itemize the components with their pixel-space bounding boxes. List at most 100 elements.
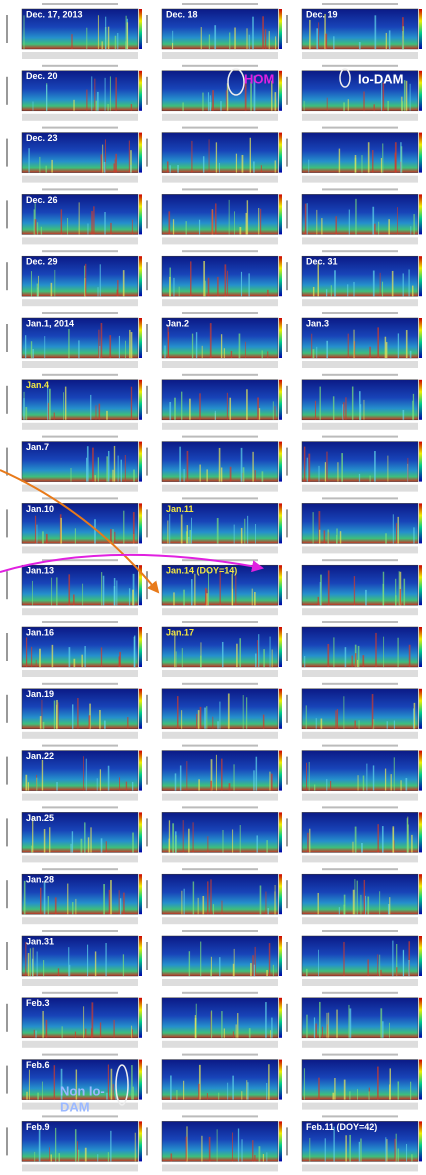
time-axis (302, 917, 418, 925)
time-axis (22, 546, 138, 554)
time-axis (162, 1164, 278, 1172)
axis-labels (146, 200, 148, 229)
time-axis (162, 793, 278, 801)
color-bar (279, 874, 282, 915)
date-label: Jan.4 (26, 380, 49, 390)
color-bar (419, 379, 422, 420)
panel-header (322, 744, 398, 747)
color-bar (279, 132, 282, 173)
spectrogram (301, 194, 419, 235)
axis-labels (6, 15, 8, 43)
axis-labels (286, 447, 288, 476)
panel-header (42, 868, 118, 871)
time-axis (302, 731, 418, 739)
panel-header (182, 64, 258, 67)
axis-labels (146, 1127, 148, 1156)
date-label: Dec. 17, 2013 (26, 9, 83, 19)
color-bar (419, 874, 422, 915)
date-label: Feb.3 (26, 998, 50, 1008)
time-axis (302, 1102, 418, 1110)
axis-labels (146, 818, 148, 847)
date-label: Dec. 31 (306, 257, 338, 267)
ellipse (115, 1064, 129, 1106)
panel-header (42, 126, 118, 129)
axis-labels (146, 756, 148, 785)
color-bar (419, 1121, 422, 1162)
axis-labels (146, 324, 148, 352)
panel-header (322, 868, 398, 871)
color-bar (419, 194, 422, 235)
spectrogram (301, 873, 419, 915)
color-bar (279, 688, 282, 729)
panel-header (322, 1053, 398, 1056)
panel-header (182, 3, 258, 5)
axis-labels (146, 1003, 148, 1032)
date-label: Feb.9 (26, 1122, 50, 1132)
time-axis (162, 484, 278, 492)
panel-header (182, 373, 258, 376)
color-bar (139, 318, 142, 358)
axis-labels (286, 880, 288, 909)
date-label: Jan.14 (DOY=14) (166, 566, 237, 576)
arrow (0, 469, 160, 594)
panel-header (322, 435, 398, 438)
time-axis (22, 979, 138, 986)
spectrogram (161, 1059, 279, 1100)
annotation: HOM (244, 71, 274, 86)
spectrogram (21, 564, 139, 606)
color-bar (279, 256, 282, 297)
panel-header (322, 806, 398, 809)
panel-header (42, 744, 118, 747)
time-axis (162, 237, 278, 245)
axis-labels (6, 324, 8, 352)
time-axis (302, 113, 418, 121)
panel-header (182, 1115, 258, 1118)
axis-labels (286, 385, 288, 414)
time-axis (302, 361, 418, 368)
spectrogram (21, 503, 139, 544)
color-bar (419, 318, 422, 358)
panel-header (182, 497, 258, 500)
date-label: Dec. 23 (26, 133, 58, 143)
axis-labels (146, 385, 148, 414)
time-axis (162, 422, 278, 430)
panel-header (42, 806, 118, 809)
color-bar (279, 1059, 282, 1100)
spectrogram (21, 1121, 139, 1162)
time-axis (302, 237, 418, 245)
axis-labels (286, 262, 288, 291)
axis-labels (6, 942, 8, 970)
color-bar (139, 1121, 142, 1162)
panel-header (42, 64, 118, 67)
axis-labels (6, 633, 8, 661)
axis-labels (6, 756, 8, 785)
axis-labels (146, 694, 148, 723)
time-axis (162, 113, 278, 121)
axis-labels (286, 942, 288, 970)
time-axis (302, 546, 418, 554)
spectrogram (161, 1121, 279, 1162)
spectrogram (301, 750, 419, 791)
time-axis (162, 1102, 278, 1110)
date-label: Jan.7 (26, 442, 49, 452)
spectrogram (21, 70, 139, 112)
color-bar (279, 1121, 282, 1162)
panel-header (42, 3, 118, 5)
axis-labels (286, 633, 288, 661)
ellipse (339, 68, 351, 88)
panel-header (42, 435, 118, 438)
panel-header (42, 497, 118, 500)
spectrogram (301, 812, 419, 853)
color-bar (139, 997, 142, 1038)
time-axis (22, 113, 138, 121)
time-axis (22, 175, 138, 183)
time-axis (162, 731, 278, 739)
panel-header (182, 312, 258, 314)
time-axis (22, 299, 138, 307)
axis-labels (146, 633, 148, 661)
date-label: Feb.6 (26, 1060, 50, 1070)
time-axis (302, 1164, 418, 1172)
axis-labels (146, 262, 148, 291)
axis-labels (6, 1127, 8, 1156)
time-axis (22, 855, 138, 863)
